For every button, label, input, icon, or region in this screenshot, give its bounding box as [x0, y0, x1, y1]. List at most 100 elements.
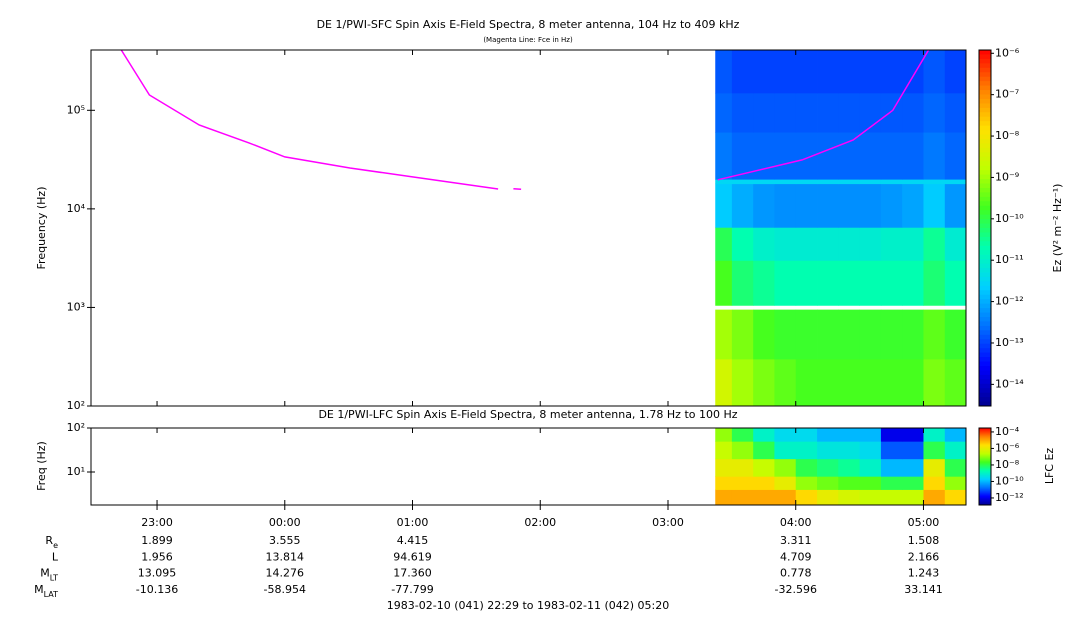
spectrogram-cell: [902, 227, 924, 261]
y-tick-label: 10²: [67, 421, 85, 434]
spectrogram-cell: [795, 227, 818, 261]
x-tick-label: 01:00: [397, 516, 429, 529]
colorbar-cell: [979, 452, 991, 454]
spectrogram-cell: [817, 476, 839, 490]
colorbar-cell: [979, 130, 991, 136]
colorbar-cell: [979, 90, 991, 95]
row-label-main: M: [34, 583, 44, 596]
spectrogram-cell: [859, 428, 882, 442]
colorbar-cell: [979, 143, 991, 149]
ephemeris-value: 4.415: [397, 534, 429, 547]
colorbar-frame: [978, 427, 992, 506]
colorbar-cell: [979, 392, 991, 398]
spectrogram-cell: [923, 260, 946, 306]
colorbar-cell: [979, 429, 991, 432]
row-label: L: [52, 550, 59, 563]
spectrogram-cell: [880, 260, 903, 306]
colorbar-cell: [979, 464, 991, 467]
ephemeris-value: 94.619: [393, 550, 432, 563]
spectrogram-cell: [817, 489, 839, 506]
colorbar-cell: [979, 112, 991, 118]
spectrogram-cell: [880, 179, 903, 185]
spectrogram-cell: [731, 428, 754, 442]
spectrogram-cell: [902, 489, 924, 506]
colorbar-cell: [979, 486, 991, 489]
spectrogram-cell: [880, 458, 903, 477]
colorbar-cell: [979, 254, 991, 260]
spectrogram-cell: [923, 179, 946, 185]
colorbar-cell: [979, 170, 991, 176]
spectrogram-cell: [715, 428, 733, 442]
colorbar-cell: [979, 431, 991, 434]
colorbar-cell: [979, 401, 991, 407]
colorbar-cell: [979, 63, 991, 69]
spectrogram-cell: [753, 50, 775, 94]
colorbar-tick-label: 10⁻¹³: [995, 336, 1024, 349]
colorbar-cell: [979, 477, 991, 479]
spectrogram-cell: [795, 428, 818, 442]
spectrogram-cell: [944, 227, 967, 261]
colorbar-cell: [979, 330, 991, 336]
spectrogram-cell: [731, 92, 754, 133]
colorbar-cell: [979, 490, 991, 493]
spectrogram-cell: [753, 309, 775, 360]
spectrogram-cell: [859, 227, 882, 261]
spectrogram-cell: [774, 183, 797, 228]
spectrogram-cell: [774, 50, 797, 94]
colorbar-cell: [979, 483, 991, 486]
spectrogram-cell: [859, 476, 882, 490]
colorbar-cell: [979, 50, 991, 55]
ephemeris-value: 14.276: [266, 567, 305, 580]
colorbar-cell: [979, 223, 991, 229]
colorbar-cell: [979, 479, 991, 482]
colorbar-cell: [979, 196, 991, 202]
colorbar-cell: [979, 374, 991, 380]
colorbar-cell: [979, 445, 991, 447]
spectrogram-cell: [944, 458, 967, 477]
colorbar-cell: [979, 81, 991, 87]
spectrogram-cell: [859, 489, 882, 506]
colorbar-cell: [979, 449, 991, 451]
colorbar-tick-label: 10⁻¹⁰: [995, 212, 1024, 225]
spectrogram-cell: [774, 179, 797, 185]
colorbar-cell: [979, 352, 991, 358]
spectrogram-cell: [880, 358, 903, 407]
colorbar-tick-label: 10⁻⁴: [995, 425, 1020, 438]
colorbar-cell: [979, 228, 991, 233]
spectrogram-cell: [838, 428, 860, 442]
ephemeris-value: 1.243: [908, 567, 940, 580]
row-label: Re: [45, 534, 58, 550]
colorbar-cell: [979, 294, 991, 300]
colorbar-cell: [979, 448, 991, 450]
colorbar-cell: [979, 470, 991, 472]
colorbar-cell: [979, 462, 991, 465]
colorbar-cell: [979, 312, 991, 318]
colorbar-cell: [979, 121, 991, 127]
colorbar-cell: [979, 54, 991, 60]
row-label-sub: LAT: [44, 589, 58, 598]
colorbar-cell: [979, 500, 991, 502]
spectrogram-cell: [774, 227, 797, 261]
colorbar-tick-label: 10⁻⁸: [995, 129, 1020, 142]
colorbar-cell: [979, 245, 991, 251]
spectrogram-cell: [944, 183, 967, 228]
spectrogram-cell: [944, 50, 967, 94]
spectrogram-cell: [838, 183, 860, 228]
spectrogram-cell: [774, 441, 797, 460]
spectrogram-cell: [817, 227, 839, 261]
spectrogram-cell: [715, 489, 733, 506]
spectrogram-cell: [859, 441, 882, 460]
spectrogram-cell: [774, 92, 797, 133]
colorbar-cell: [979, 494, 991, 496]
spectrogram-cell: [795, 441, 818, 460]
spectrogram-cell: [859, 132, 882, 180]
spectrogram-cell: [795, 260, 818, 306]
spectrogram-cell: [795, 309, 818, 360]
colorbar-cell: [979, 450, 991, 452]
spectrogram-cell: [795, 179, 818, 185]
spectrogram-cell: [715, 260, 733, 306]
colorbar-tick-label: 10⁻⁹: [995, 170, 1019, 183]
colorbar-tick-label: 10⁻¹⁴: [995, 377, 1024, 390]
spectrogram-cell: [817, 441, 839, 460]
